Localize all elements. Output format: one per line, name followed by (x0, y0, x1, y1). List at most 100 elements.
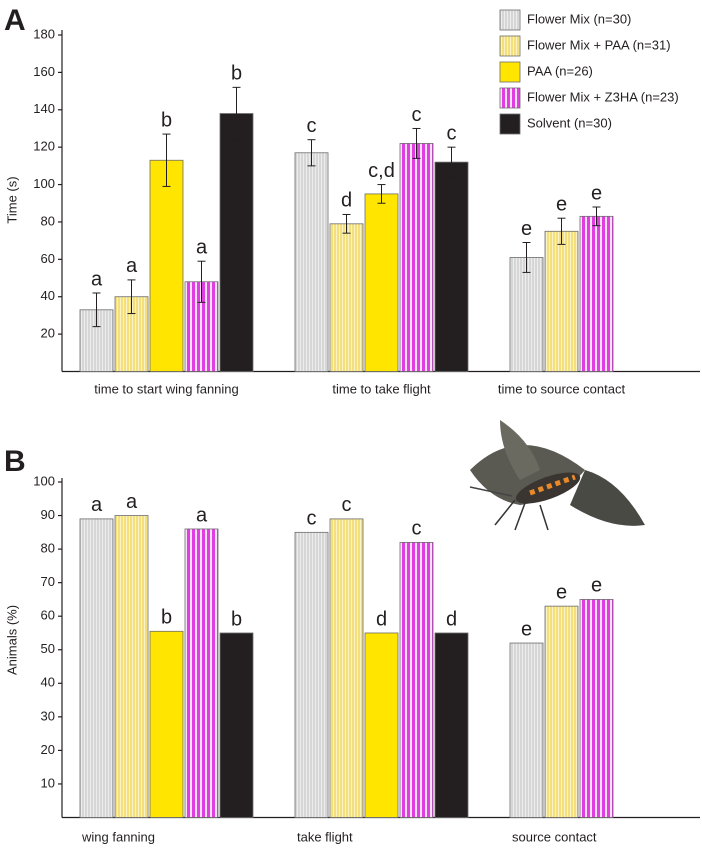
error-bar (92, 292, 101, 328)
significance-letter: c (342, 494, 352, 516)
y-tick-label: 40 (41, 675, 55, 690)
significance-letter: c,d (368, 160, 395, 182)
error-bar (592, 206, 601, 227)
x-tick-label: time to source contact (498, 381, 626, 396)
legend-label: Flower Mix + PAA (n=31) (527, 37, 671, 52)
bar (294, 152, 329, 372)
error-bar (162, 133, 171, 187)
legend-swatch (499, 61, 521, 83)
significance-letter: e (591, 182, 602, 204)
y-tick-label: 100 (33, 473, 55, 488)
bar (114, 515, 149, 818)
bar (329, 518, 364, 818)
significance-letter: a (196, 236, 208, 258)
y-tick-label: 30 (41, 708, 55, 723)
panel-label: B (4, 445, 26, 478)
error-bar (197, 260, 206, 303)
error-bar (307, 139, 316, 167)
significance-letter: a (91, 494, 103, 516)
significance-letter: b (231, 63, 242, 85)
significance-letter: a (91, 268, 103, 290)
y-tick-label: 160 (33, 64, 55, 79)
bar (399, 143, 434, 372)
y-tick-label: 100 (33, 176, 55, 191)
y-tick-label: 90 (41, 507, 55, 522)
y-tick-label: 60 (41, 608, 55, 623)
error-bar (412, 127, 421, 159)
legend-label: Flower Mix (n=30) (527, 11, 631, 26)
x-tick-label: wing fanning (81, 829, 155, 844)
x-tick-label: take flight (297, 829, 353, 844)
y-axis-label: Animals (%) (4, 605, 19, 675)
y-tick-label: 20 (41, 326, 55, 341)
error-bar (127, 279, 136, 315)
error-bar (342, 213, 351, 234)
bar (544, 605, 579, 818)
legend-swatch (499, 87, 521, 109)
significance-letter: c (307, 508, 317, 530)
bar (364, 193, 399, 372)
significance-letter: b (231, 608, 242, 630)
bar (434, 161, 469, 372)
significance-letter: c (307, 115, 317, 137)
legend-swatch (499, 113, 521, 135)
significance-letter: c (412, 104, 422, 126)
bar (329, 223, 364, 372)
y-tick-label: 180 (33, 26, 55, 41)
significance-letter: e (556, 193, 567, 215)
significance-letter: e (591, 575, 602, 597)
bar (509, 642, 544, 818)
bar (364, 632, 399, 818)
bar (219, 113, 254, 372)
y-tick-label: 80 (41, 213, 55, 228)
y-tick-label: 120 (33, 139, 55, 154)
bar (184, 528, 219, 818)
x-tick-label: time to take flight (332, 381, 431, 396)
bar (579, 215, 614, 372)
legend-swatch (499, 35, 521, 57)
legend-label: Solvent (n=30) (527, 115, 612, 130)
bar (399, 541, 434, 818)
significance-letter: e (521, 618, 532, 640)
significance-letter: d (376, 608, 387, 630)
significance-letter: b (161, 607, 172, 629)
error-bar (447, 146, 456, 178)
error-bar (522, 242, 531, 273)
y-tick-label: 140 (33, 101, 55, 116)
significance-letter: d (446, 608, 457, 630)
legend-label: Flower Mix + Z3HA (n=23) (527, 89, 679, 104)
panel-label: A (4, 4, 26, 37)
significance-letter: c (447, 122, 457, 144)
moth-illustration (469, 420, 645, 531)
significance-letter: e (521, 218, 532, 240)
significance-letter: d (341, 190, 352, 212)
bar (544, 230, 579, 372)
bar (509, 257, 544, 372)
y-tick-label: 60 (41, 251, 55, 266)
bar (434, 632, 469, 818)
bar (149, 159, 184, 372)
bar (219, 632, 254, 818)
significance-letter: a (196, 504, 208, 526)
significance-letter: e (556, 581, 567, 603)
y-tick-label: 20 (41, 742, 55, 757)
x-tick-label: time to start wing fanning (94, 381, 239, 396)
bar (79, 518, 114, 818)
x-tick-label: source contact (512, 829, 597, 844)
error-bar (232, 86, 241, 141)
bar (149, 630, 184, 818)
legend-swatch (499, 9, 521, 31)
legend-label: PAA (n=26) (527, 63, 593, 78)
bar (294, 531, 329, 818)
y-tick-label: 40 (41, 288, 55, 303)
significance-letter: b (161, 109, 172, 131)
significance-letter: a (126, 491, 138, 513)
error-bar (377, 184, 386, 204)
y-axis-label: Time (s) (4, 176, 19, 223)
bar (579, 599, 614, 818)
y-tick-label: 50 (41, 641, 55, 656)
significance-letter: c (412, 518, 422, 540)
y-tick-label: 70 (41, 574, 55, 589)
error-bar (557, 217, 566, 245)
